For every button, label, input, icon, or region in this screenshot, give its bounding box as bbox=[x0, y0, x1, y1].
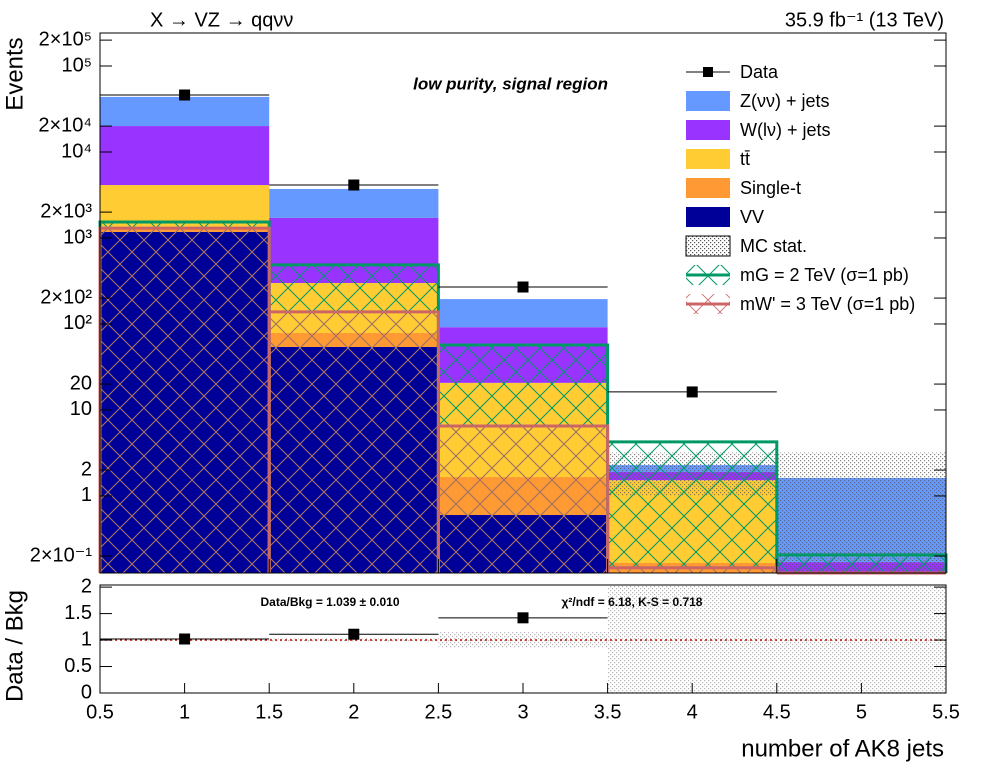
y-tick-label: 2×10⁻¹ bbox=[30, 544, 93, 566]
x-tick-label: 4 bbox=[687, 701, 698, 723]
legend-label: W(lν) + jets bbox=[740, 120, 831, 140]
legend-label: Single-t bbox=[740, 178, 801, 198]
y-tick-label: 0.5 bbox=[64, 655, 92, 677]
lumi-text: 35.9 fb⁻¹ (13 TeV) bbox=[785, 9, 944, 31]
y-tick-label: 2×10⁵ bbox=[39, 28, 92, 50]
x-tick-label: 4.5 bbox=[763, 701, 791, 723]
ratio-band bbox=[269, 638, 439, 642]
x-tick-label: 5 bbox=[856, 701, 867, 723]
x-tick-label: 5.5 bbox=[932, 701, 960, 723]
mc-stat-band bbox=[776, 452, 946, 573]
y-tick-label: 10⁵ bbox=[61, 54, 92, 76]
stack-bar bbox=[269, 188, 439, 218]
legend-symbol bbox=[686, 207, 730, 227]
y-tick-label: 2 bbox=[81, 458, 92, 480]
y-tick-label: 20 bbox=[70, 372, 92, 394]
legend-label: Z(νν) + jets bbox=[740, 91, 830, 111]
data-marker bbox=[686, 386, 698, 398]
ratio-point bbox=[438, 612, 608, 624]
legend-symbol bbox=[686, 178, 730, 198]
y-tick-label: 10 bbox=[70, 398, 92, 420]
y-tick-label: 2 bbox=[81, 575, 92, 597]
y-tick-label: 2×10² bbox=[40, 286, 92, 308]
x-tick-label: 2 bbox=[348, 701, 359, 723]
fit-text: Data/Bkg = 1.039 ± 0.010 bbox=[260, 595, 399, 609]
stack-bar bbox=[100, 96, 270, 127]
legend-label: mG = 2 TeV (σ=1 pb) bbox=[740, 265, 909, 285]
legend-label: VV bbox=[740, 207, 764, 227]
ratio-band bbox=[607, 585, 777, 693]
y-tick-label: 1 bbox=[81, 628, 92, 650]
signal-step bbox=[606, 566, 779, 573]
legend-label: Data bbox=[740, 62, 779, 82]
ratio-point bbox=[100, 633, 270, 645]
data-point bbox=[607, 386, 777, 398]
ratio-band bbox=[776, 585, 946, 693]
signal-step bbox=[775, 553, 948, 573]
y-axis-label: Events bbox=[1, 37, 28, 110]
signal-step bbox=[98, 226, 271, 573]
stack-bar bbox=[100, 126, 270, 186]
stack-bar bbox=[438, 299, 608, 328]
legend-label: MC stat. bbox=[740, 236, 807, 256]
y-tick-label: 0 bbox=[81, 681, 92, 703]
plot-frame bbox=[99, 32, 947, 574]
x-tick-label: 1 bbox=[179, 701, 190, 723]
y-tick-label: 10² bbox=[63, 312, 92, 334]
signal-step bbox=[267, 310, 440, 573]
y-tick-label: 2×10³ bbox=[40, 200, 92, 222]
plot-layer: 2×10⁵10⁵2×10⁴10⁴2×10³10³2×10²10²2010212×… bbox=[30, 28, 960, 723]
legend-symbol bbox=[685, 235, 731, 257]
ratio-marker bbox=[348, 628, 360, 640]
ratio-y-axis-label: Data / Bkg bbox=[1, 590, 28, 702]
legend-symbol bbox=[703, 67, 713, 77]
data-point bbox=[438, 281, 608, 293]
x-tick-label: 3 bbox=[517, 701, 528, 723]
x-axis-label: number of AK8 jets bbox=[741, 735, 944, 762]
ratio-marker bbox=[517, 612, 529, 624]
y-tick-label: 1 bbox=[81, 484, 92, 506]
x-tick-label: 2.5 bbox=[424, 701, 452, 723]
ratio-point bbox=[269, 628, 439, 640]
data-marker bbox=[348, 179, 360, 191]
chart-title: X → VZ → qqνν bbox=[150, 9, 293, 31]
y-tick-label: 10³ bbox=[63, 226, 92, 248]
x-tick-label: 1.5 bbox=[255, 701, 283, 723]
ratio-band bbox=[438, 632, 608, 648]
legend-label: tt̄ bbox=[740, 149, 750, 169]
y-tick-label: 2×10⁴ bbox=[38, 114, 92, 136]
x-tick-label: 0.5 bbox=[86, 701, 114, 723]
region-annotation: low purity, signal region bbox=[413, 74, 608, 93]
data-point bbox=[100, 89, 270, 101]
legend-symbol bbox=[686, 120, 730, 140]
y-tick-label: 10⁴ bbox=[61, 140, 92, 162]
legend-label: mW' = 3 TeV (σ=1 pb) bbox=[740, 294, 915, 314]
data-marker bbox=[517, 281, 529, 293]
y-tick-label: 1.5 bbox=[64, 602, 92, 624]
signal-step bbox=[606, 440, 779, 573]
x-tick-label: 3.5 bbox=[594, 701, 622, 723]
legend-symbol bbox=[686, 149, 730, 169]
signal-step bbox=[436, 424, 610, 573]
data-point bbox=[269, 179, 439, 191]
data-marker bbox=[179, 89, 191, 101]
legend-symbol bbox=[686, 91, 730, 111]
ratio-marker bbox=[179, 633, 191, 645]
